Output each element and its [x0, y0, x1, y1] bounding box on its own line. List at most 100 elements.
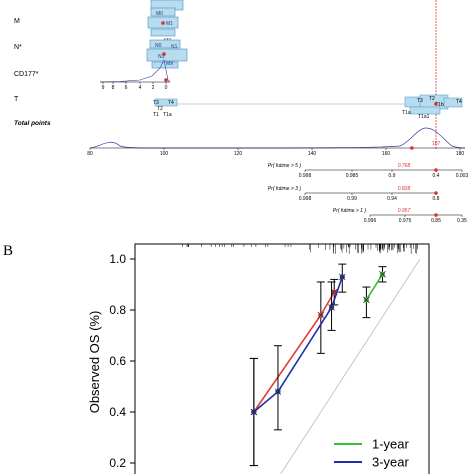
probability-tick-label: 0.9: [389, 173, 396, 179]
point-cross: [328, 304, 335, 311]
probability-marker: [434, 168, 438, 172]
ideal-diagonal-line: [280, 258, 421, 474]
row-label-m: M: [14, 18, 20, 25]
t-left-label-1: T4: [168, 100, 174, 106]
cd177-axis: 9 8 6 4 2 0: [99, 59, 171, 91]
total-points-density: [89, 127, 466, 149]
y-tick-label: 1.0: [109, 252, 126, 266]
legend-item: 5-year: [372, 472, 410, 474]
n-marker: [162, 52, 166, 56]
cd177-tick-label: 8: [112, 85, 115, 91]
y-axis-label: Observed OS (%): [87, 311, 102, 414]
probability-tick-label: 0.985: [346, 173, 359, 179]
panel-b-letter: B: [3, 243, 13, 259]
t-left-label-0: T3: [153, 100, 159, 106]
probability-tick-label: 0.85: [431, 218, 441, 224]
t-right-label-4: T1a1: [418, 114, 430, 120]
legend: 1-year 3-year 5-year: [334, 437, 410, 474]
n-box-text-mx: MX: [166, 61, 174, 67]
point-cross: [317, 311, 325, 319]
probability-marker: [434, 191, 438, 195]
point-cross: [274, 388, 282, 395]
total-points-tick-label: 180: [456, 151, 465, 157]
n-box-text-low: N3: [158, 54, 165, 60]
m-marker: [161, 21, 165, 25]
cd177-marker: [164, 78, 168, 82]
rug-ticks: [182, 244, 418, 254]
probability-axes: Pr( futime > 5 ) 0.998 0.985 0.9 0.4 0.003 0.7…: [268, 163, 469, 224]
row-label-t: T: [14, 96, 19, 103]
y-tick-label: 0.4: [109, 405, 126, 419]
cd177-tick-label: 2: [152, 85, 155, 91]
probability-tick-label: 0.4: [433, 173, 440, 179]
y-tick-label: 0.6: [109, 354, 126, 368]
t-left-group: T3 T4 T2 T1 T1a: [153, 98, 178, 118]
y-tick-label: 0.2: [109, 456, 126, 470]
y-tick-label: 0.8: [109, 303, 126, 317]
series-3-year: [249, 263, 347, 467]
legend-label: 5-year: [372, 472, 410, 474]
t-right-label-1: T4: [456, 99, 462, 105]
cd177-tick-label: 0: [165, 85, 168, 91]
probability-tick-label: 0.8: [433, 196, 440, 202]
probability-tick-label: 0.94: [387, 196, 397, 202]
t-right-group: T3 T4 T2 T1b T1a1 T1a: [402, 94, 463, 120]
nomogram-panel: M M0 M1 MX N* N0 N1 N3 MX CD177* 9 8 6 4: [14, 0, 468, 224]
legend-item: 1-year: [334, 437, 410, 452]
probability-tick-label: 0.35: [457, 218, 467, 224]
probability-axis: Pr( futime > 1 ) 0.996 0.975 0.85 0.35 0.957: [333, 208, 467, 224]
row-label-cd177: CD177*: [14, 71, 39, 78]
n-box-text-mid: N1: [171, 44, 178, 50]
t-left-label-3: T1: [153, 112, 159, 118]
series-line: [253, 276, 344, 413]
probability-tick-label: 0.998: [299, 173, 312, 179]
m-box-text-mid: M1: [166, 21, 173, 27]
point-cross: [338, 273, 346, 281]
t-marker: [434, 102, 438, 106]
probability-value: 0.828: [398, 186, 411, 192]
t-right-label-3: T1b: [435, 102, 444, 108]
cd177-tick-label: 6: [125, 85, 128, 91]
series-1-year: [362, 266, 387, 319]
n-box-group: N0 N1 N3 MX: [146, 39, 188, 69]
point-cross: [363, 296, 370, 304]
probability-marker: [434, 213, 438, 217]
probability-tick-label: 0.998: [299, 196, 312, 202]
m-box-text-top: M0: [156, 11, 163, 17]
probability-axis: Pr( futime > 5 ) 0.998 0.985 0.9 0.4 0.003 0.7…: [268, 163, 469, 179]
probability-tick-label: 0.996: [364, 218, 377, 224]
probability-tick-label: 0.99: [347, 196, 357, 202]
point-cross: [250, 408, 258, 416]
series-line: [253, 291, 335, 413]
probability-value: 0.768: [398, 163, 411, 169]
probability-axis-label: Pr( futime > 3 ): [268, 186, 302, 192]
probability-tick-label: 0.975: [399, 218, 412, 224]
total-points-tick-label: 100: [160, 151, 169, 157]
probability-axis-label: Pr( futime > 1 ): [333, 208, 367, 214]
total-points-tick-label: 160: [382, 151, 391, 157]
series-5-year: [249, 278, 339, 467]
total-points-tick-label: 120: [234, 151, 243, 157]
cd177-tick-label: 4: [139, 85, 142, 91]
cd177-tick-label: 9: [102, 85, 105, 91]
total-points-value: 167: [432, 141, 441, 147]
probability-value: 0.957: [398, 208, 411, 214]
series-layer: [249, 263, 387, 467]
legend-label: 1-year: [372, 437, 410, 452]
t-left-label-2: T2: [157, 106, 163, 112]
legend-item: 3-year: [334, 455, 410, 470]
probability-axis: Pr( futime > 3 ) 0.998 0.99 0.94 0.8 0.828: [268, 186, 440, 202]
calibration-plot: 0.2 0.4 0.6 0.8 1.0 Observed OS (%) 1-year 3-…: [87, 243, 430, 474]
t-right-label-5: T1a: [402, 110, 411, 116]
t-left-label-4: T1a: [163, 112, 172, 118]
legend-label: 3-year: [372, 455, 410, 470]
probability-tick-label: 0.003: [456, 173, 469, 179]
plot-frame: [134, 243, 430, 474]
m-box-group: M0 M1 MX: [147, 7, 179, 44]
total-points-tick-label: 80: [87, 151, 93, 157]
n-box-text-top: N0: [155, 43, 162, 49]
t-right-label-0: T3: [417, 98, 423, 104]
y-axis: 0.2 0.4 0.6 0.8 1.0: [109, 252, 135, 470]
total-points-marker: [410, 146, 414, 150]
